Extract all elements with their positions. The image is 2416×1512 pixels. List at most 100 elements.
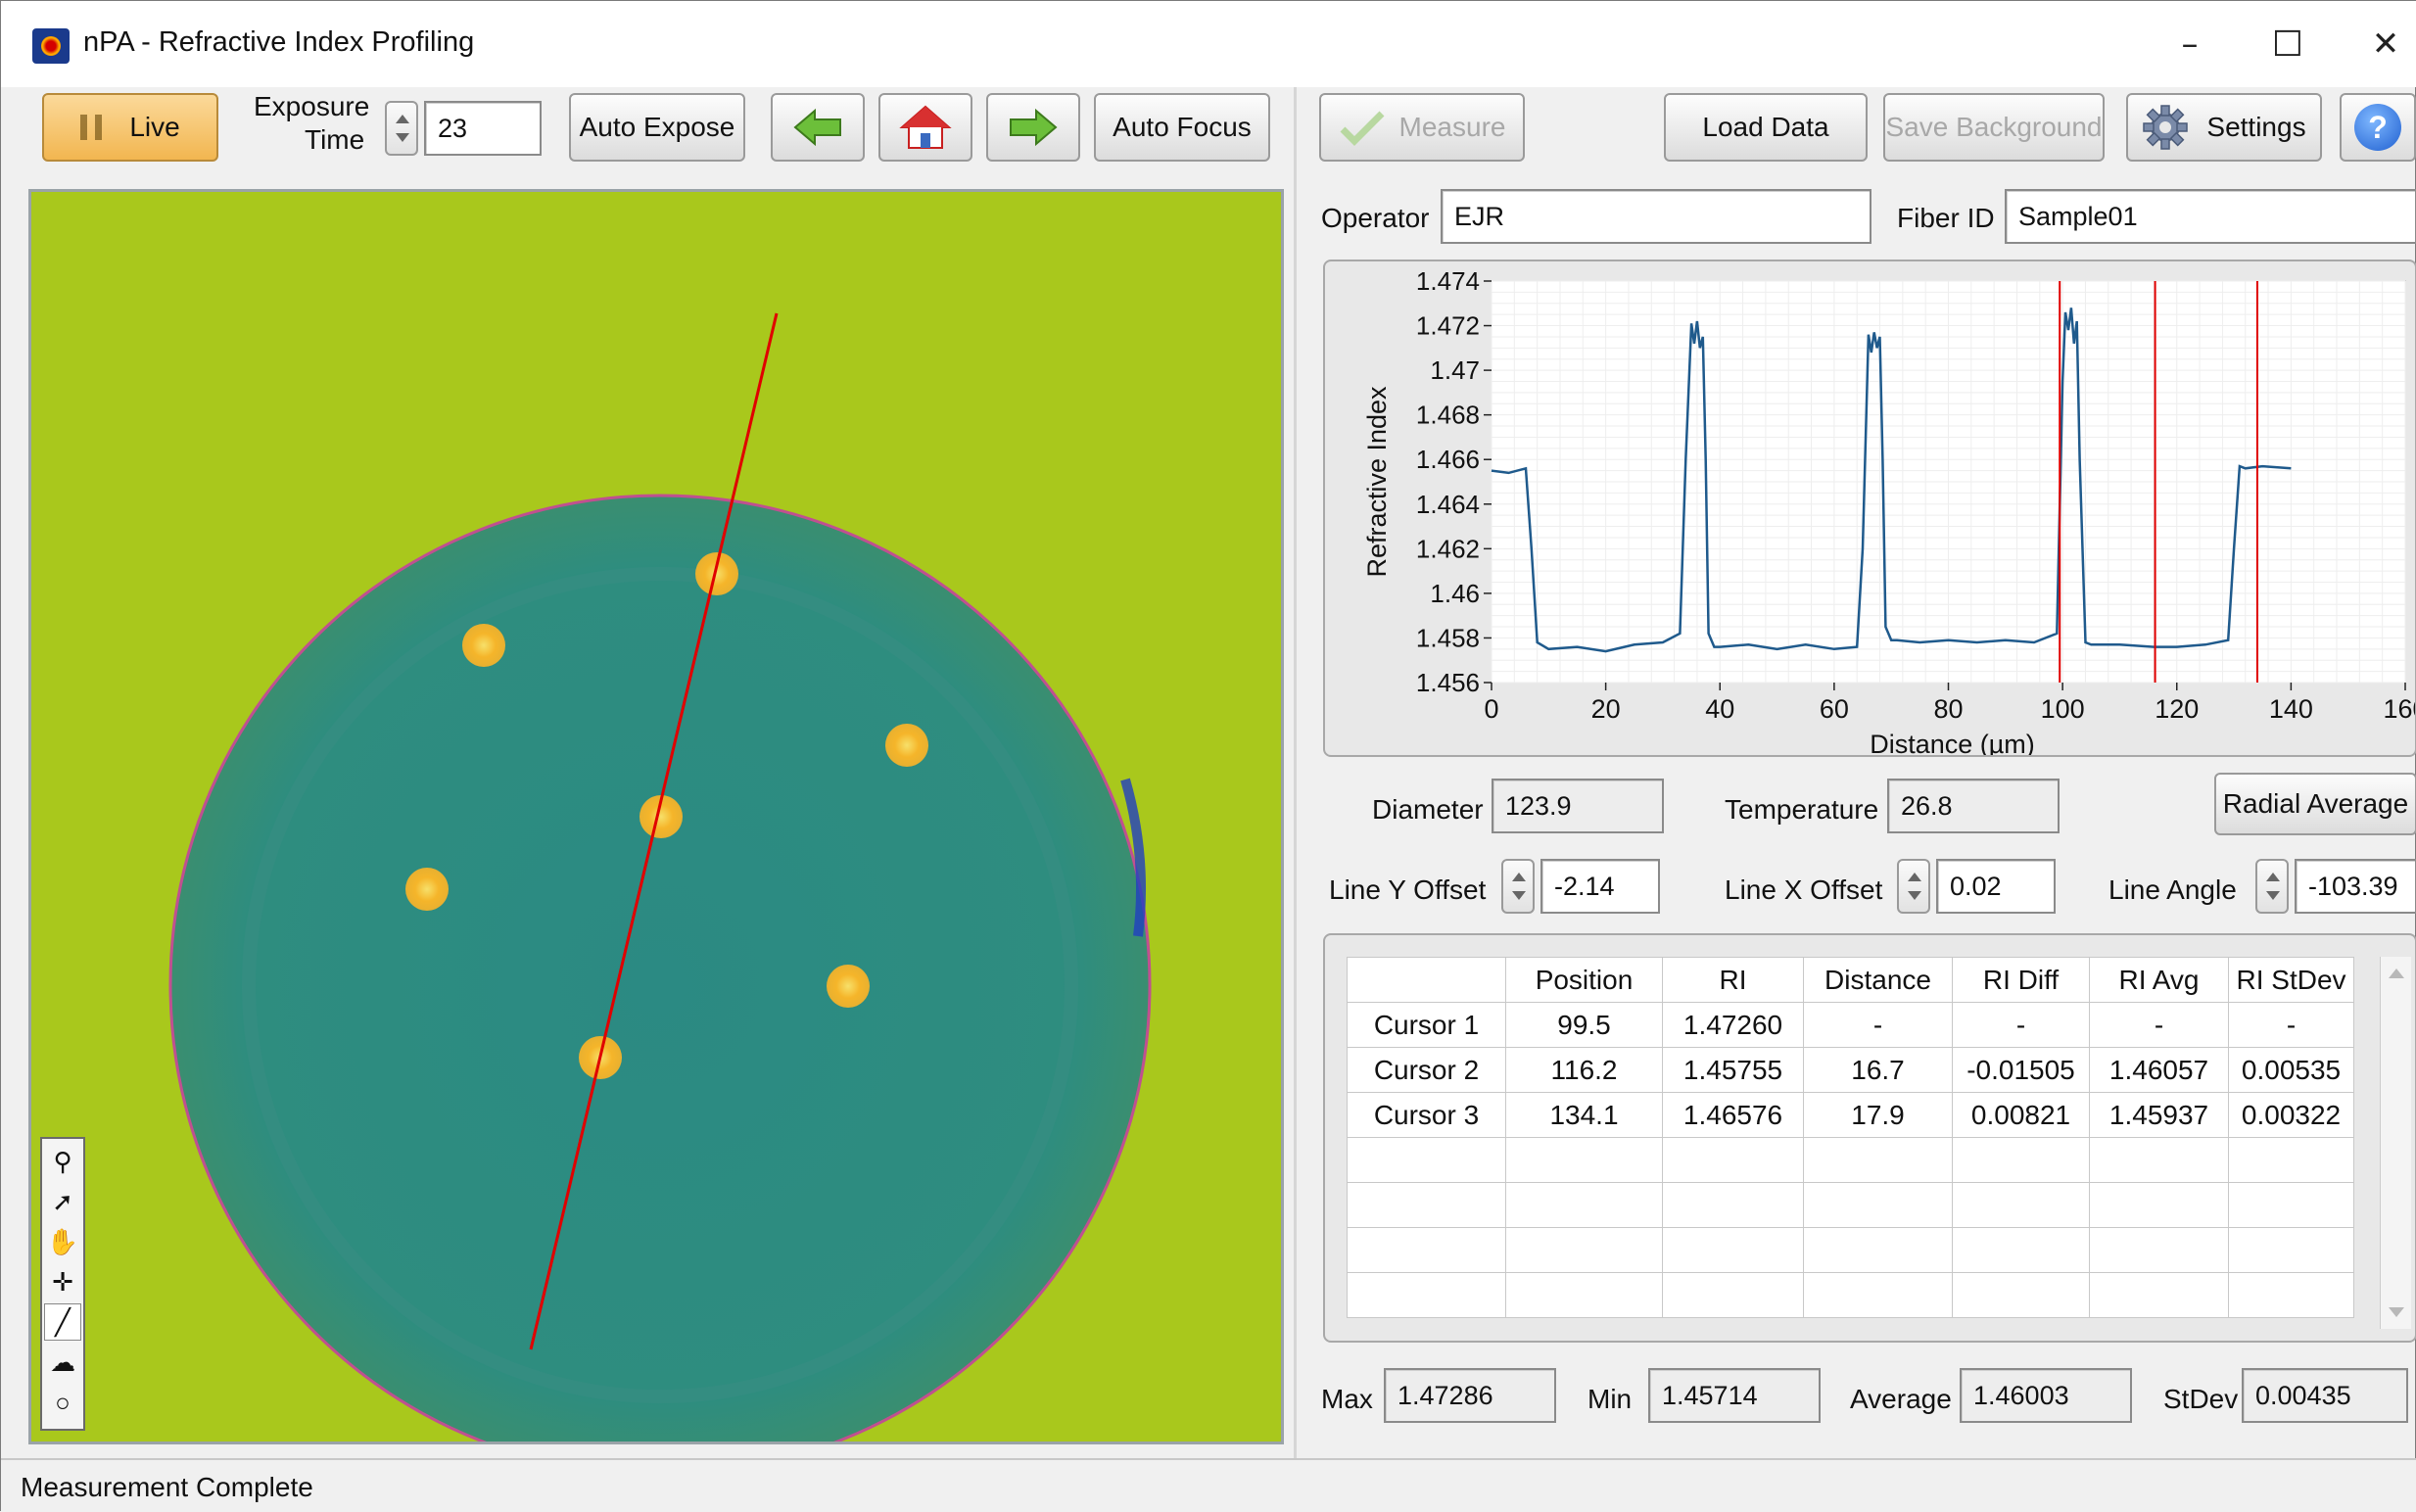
row-label-cell [1347,1227,1506,1273]
refractive-index-chart[interactable]: 0 20 40 60 80 100 120 140 160 1.474 1.472 1.47 1.468… [1323,260,2416,759]
cursor-table[interactable]: Position RI Distance RI Diff RI Avg RI S… [1347,957,2354,1318]
maximize-button[interactable]: ☐ [2271,24,2304,65]
table-row[interactable] [1347,1137,2354,1183]
table-cell: - [2228,1002,2354,1048]
table-cell: 0.00821 [1952,1092,2090,1138]
row-label-cell [1347,1137,1506,1183]
save-background-button[interactable]: Save Background [1883,93,2105,162]
table-cell: 0.00322 [2228,1092,2354,1138]
table-cell [1505,1272,1663,1318]
close-button[interactable]: ✕ [2371,24,2400,64]
y-axis-label: Refractive Index [1362,386,1392,578]
auto-focus-button[interactable]: Auto Focus [1094,93,1270,162]
table-cell [2228,1182,2354,1228]
y-tick-label: 1.466 [1416,445,1480,474]
y-tick-label: 1.456 [1416,668,1480,697]
status-message: Measurement Complete [21,1472,313,1502]
previous-button[interactable] [771,93,865,162]
checkmark-icon [1340,111,1385,146]
table-cell [2089,1272,2229,1318]
freehand-icon[interactable]: ☁ [50,1347,75,1377]
temperature-label: Temperature [1725,794,1879,825]
table-cell [1952,1272,2090,1318]
table-cell [1662,1182,1804,1228]
auto-expose-button[interactable]: Auto Expose [569,93,745,162]
zoom-icon[interactable]: ⚲ [53,1146,72,1176]
row-label-cell [1347,1182,1506,1228]
average-label: Average [1850,1384,1952,1414]
table-row[interactable]: Cursor 3 134.1 1.46576 17.9 0.00821 1.45937 0.… [1347,1092,2354,1138]
table-header-row: Position RI Distance RI Diff RI Avg RI S… [1347,957,2354,1003]
line-x-offset-input[interactable]: 0.02 [1936,859,2056,914]
table-cell: 116.2 [1505,1047,1663,1093]
table-cell [1803,1182,1953,1228]
table-cell: 1.46576 [1662,1092,1804,1138]
pan-hand-icon[interactable]: ✋ [46,1226,79,1256]
circle-tool-icon[interactable]: ○ [55,1387,71,1417]
next-button[interactable] [986,93,1080,162]
table-cell: 0.00535 [2228,1047,2354,1093]
core-dot [405,868,449,911]
core-dot [885,724,928,767]
table-header: Distance [1803,957,1953,1003]
home-button[interactable] [878,93,972,162]
line-x-offset-label: Line X Offset [1725,874,1883,905]
diameter-value: 123.9 [1492,779,1664,833]
exposure-time-input[interactable]: 23 [424,101,542,156]
fiber-cross-section-image [31,192,1281,1441]
core-dot [640,795,683,838]
line-angle-spinner[interactable] [2255,859,2289,914]
table-cell [1505,1227,1663,1273]
fiber-id-input[interactable]: Sample01 [2005,189,2416,244]
table-cell [1803,1137,1953,1183]
scroll-down-icon[interactable] [2389,1307,2404,1317]
table-cell [1803,1272,1953,1318]
line-y-offset-input[interactable]: -2.14 [1540,859,1660,914]
measure-button[interactable]: Measure [1319,93,1525,162]
table-cell: 1.45755 [1662,1047,1804,1093]
help-button[interactable]: ? [2340,93,2416,162]
x-tick-label: 20 [1591,694,1621,724]
panel-divider [1294,87,1297,1458]
table-scrollbar[interactable] [2380,957,2411,1329]
y-tick-label: 1.46 [1430,579,1480,608]
table-row[interactable]: Cursor 1 99.5 1.47260- - - - [1347,1002,2354,1048]
table-row[interactable] [1347,1227,2354,1273]
table-cell [2089,1227,2229,1273]
x-tick-label: 0 [1484,694,1498,724]
fiber-image-view[interactable] [28,189,1284,1444]
table-row[interactable] [1347,1272,2354,1318]
table-cell: - [1952,1002,2090,1048]
load-data-button[interactable]: Load Data [1664,93,1868,162]
y-tick-label: 1.47 [1430,355,1480,385]
minimize-button[interactable]: – [2181,24,2199,64]
settings-button[interactable]: Settings [2126,93,2322,162]
x-axis-label: Distance (µm) [1870,730,2035,755]
pointer-icon[interactable]: ➚ [52,1186,73,1216]
max-value: 1.47286 [1384,1368,1556,1423]
table-row[interactable] [1347,1182,2354,1228]
line-x-offset-spinner[interactable] [1897,859,1930,914]
core-dot [695,552,738,595]
exposure-spinner[interactable] [385,101,418,156]
table-cell [2089,1182,2229,1228]
table-cell: - [1803,1002,1953,1048]
operator-input[interactable]: EJR [1441,189,1871,244]
line-tool-icon[interactable]: ╱ [44,1303,81,1341]
scroll-up-icon[interactable] [2389,969,2404,978]
line-y-offset-spinner[interactable] [1501,859,1535,914]
radial-average-button[interactable]: Radial Average [2214,773,2416,835]
live-button[interactable]: Live [42,93,218,162]
line-angle-input[interactable]: -103.39 [2295,859,2416,914]
crosshair-icon[interactable]: ✛ [52,1266,73,1297]
toolbar: Live Exposure Time 23 Auto Expose Auto F… [1,87,2416,177]
table-cell [1952,1182,2090,1228]
title-bar: nPA - Refractive Index Profiling – ☐ ✕ [1,1,2416,87]
y-tick-label: 1.462 [1416,534,1480,563]
table-row[interactable]: Cursor 2 116.2 1.45755 16.7 -0.01505 1.46057 0… [1347,1047,2354,1093]
stdev-label: StDev [2163,1384,2239,1414]
table-header: RI Avg [2089,957,2229,1003]
table-header: RI StDev [2228,957,2354,1003]
cladding-circle [168,494,1152,1441]
